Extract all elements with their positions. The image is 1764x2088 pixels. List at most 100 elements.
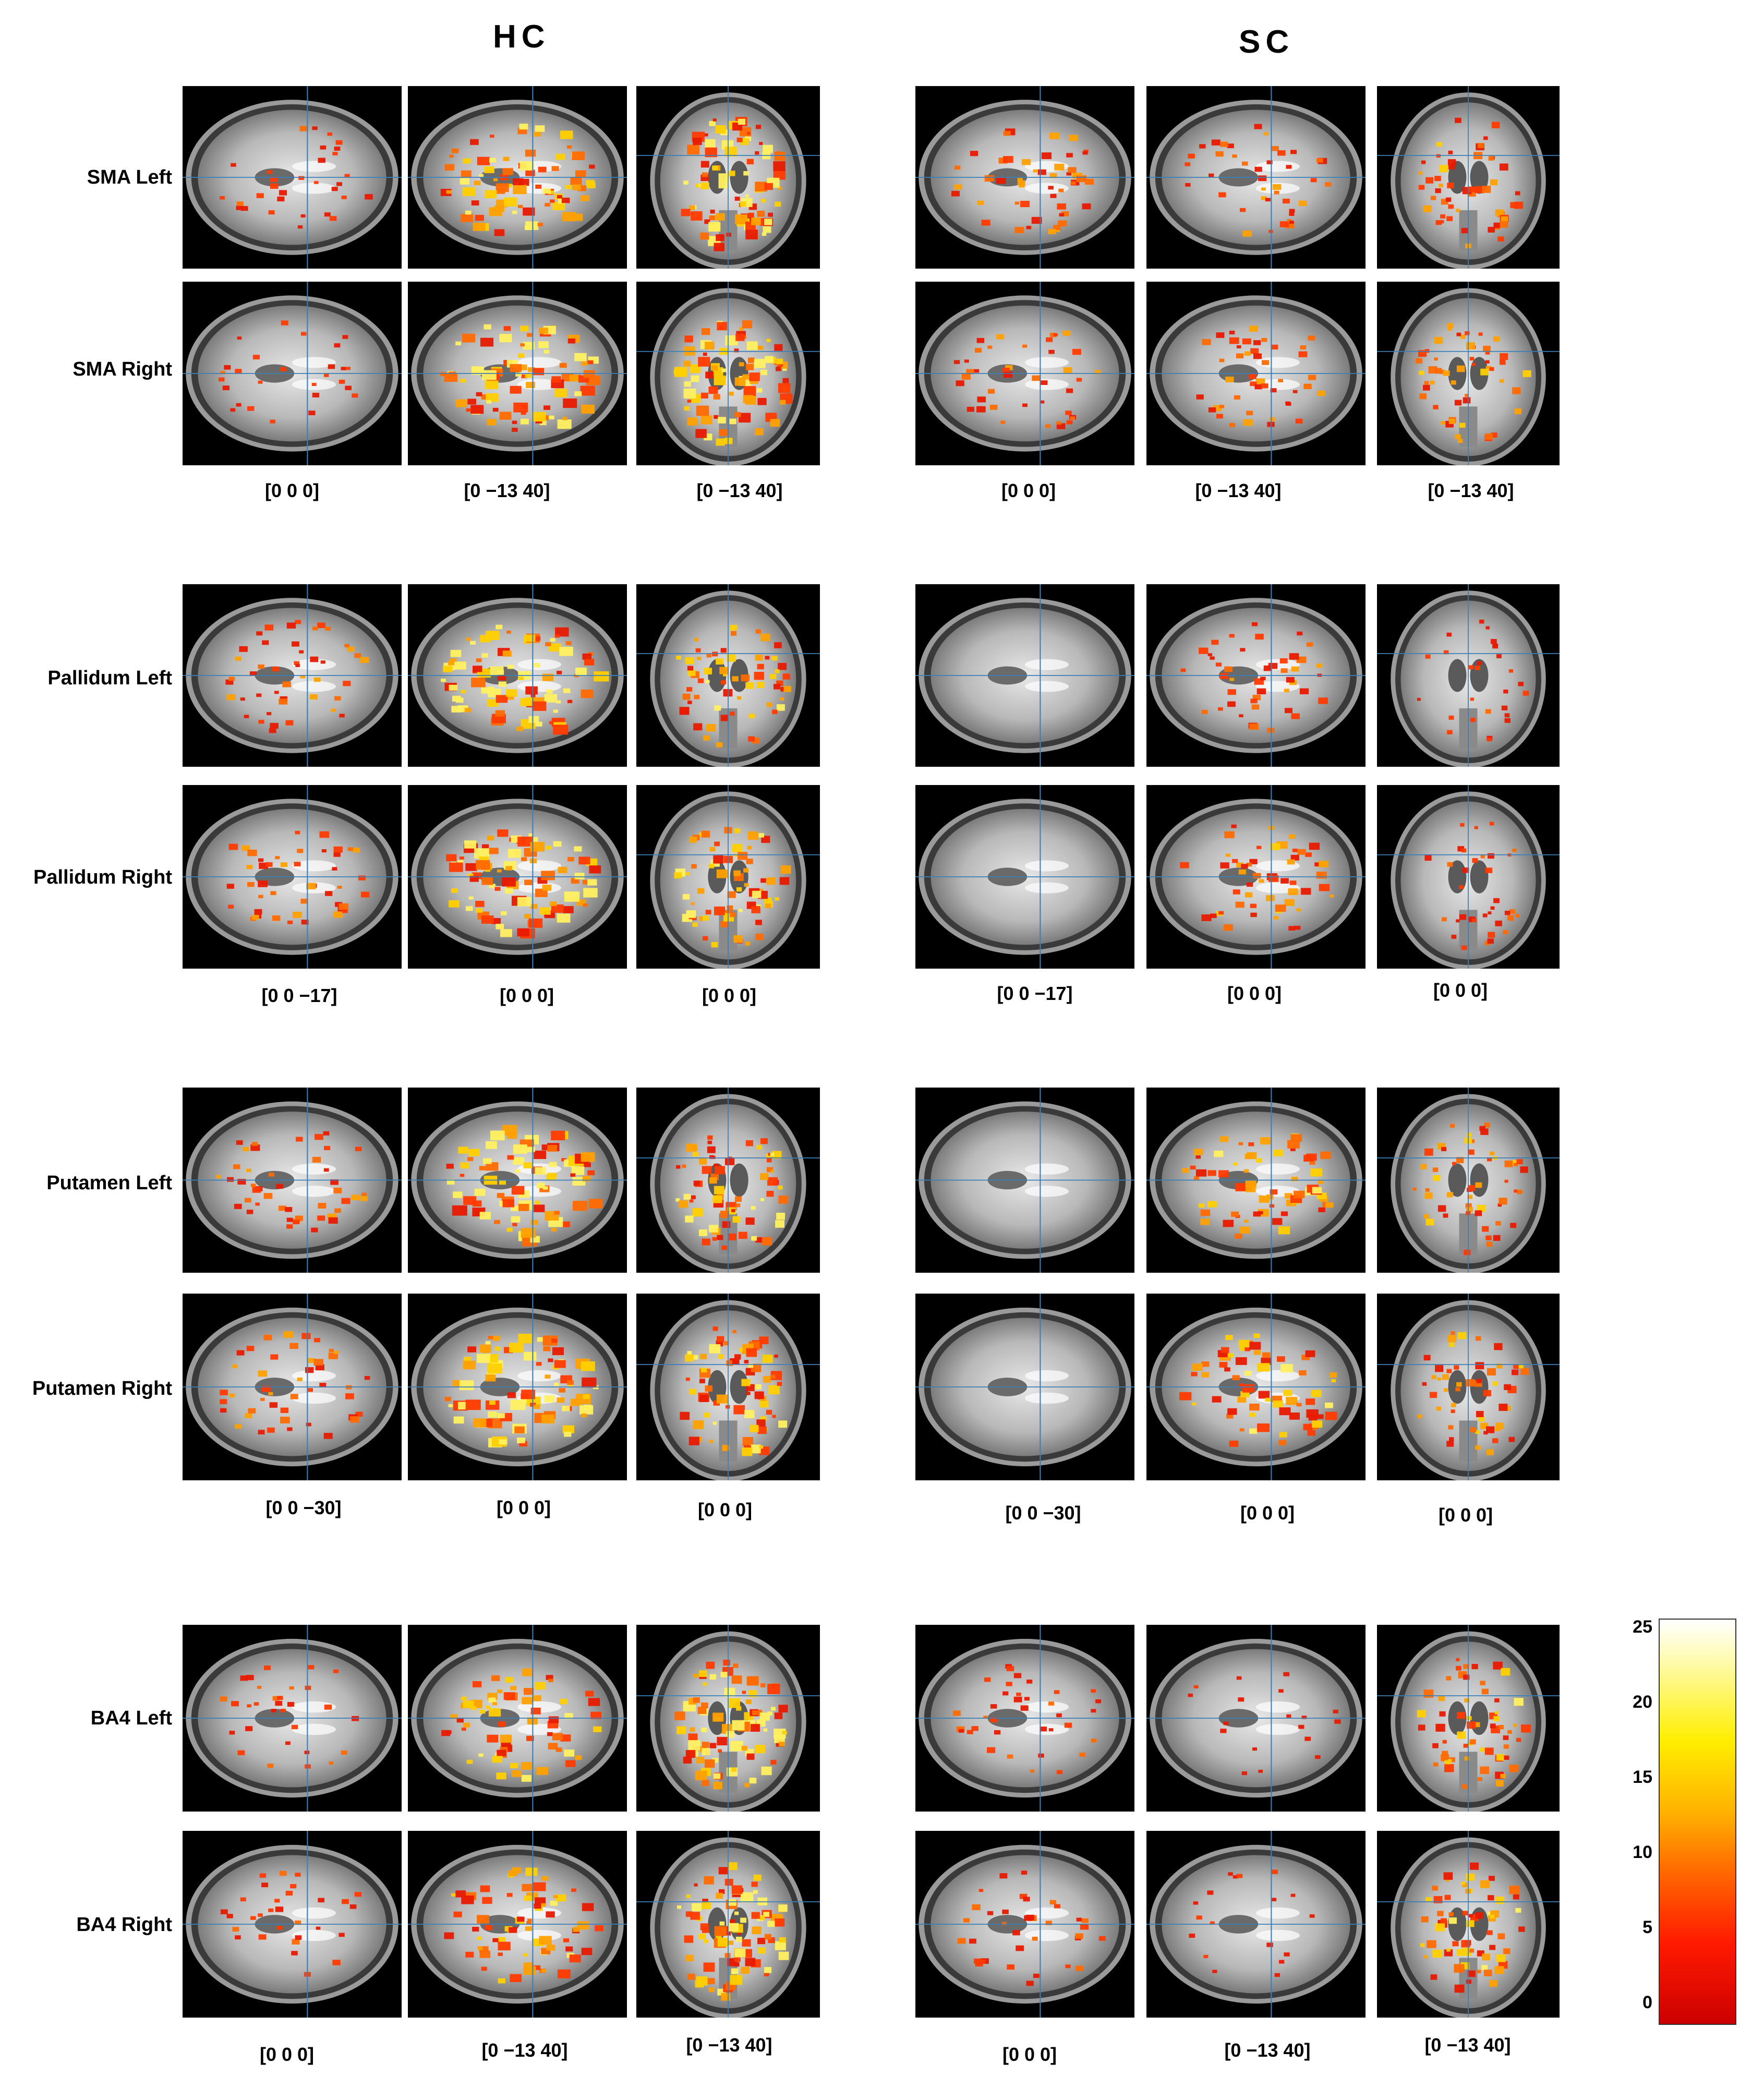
brain-slice-image [183, 282, 402, 465]
brain-slice-image [915, 86, 1134, 269]
axial-brain-slice [915, 86, 1134, 269]
coronal-brain-slice [1377, 584, 1560, 767]
axial-brain-slice [915, 1294, 1134, 1480]
brain-slice-image [636, 86, 820, 269]
coord-label: [0 0 0] [259, 2044, 315, 2065]
coronal-brain-slice [636, 86, 820, 269]
axial-brain-slice [408, 1831, 627, 2018]
colorbar-tick-label: 20 [1633, 1692, 1652, 1712]
axial-brain-slice [1146, 86, 1366, 269]
brain-slice-image [1377, 1294, 1560, 1480]
coord-label: [0 0 0] [496, 1497, 551, 1518]
axial-brain-slice [408, 86, 627, 269]
colorbar [1659, 1619, 1736, 2025]
brain-slice-image [636, 1294, 820, 1480]
coronal-brain-slice [636, 1625, 820, 1812]
coord-label: [0 −13 40] [481, 2039, 568, 2061]
coord-label: [0 0 0] [697, 1499, 753, 1520]
axial-brain-slice [1146, 1088, 1366, 1273]
brain-slice-image [915, 1831, 1134, 2018]
brain-slice-image [183, 1625, 402, 1812]
brain-slice-image [636, 1088, 820, 1273]
coord-label: [0 0 0] [1438, 1504, 1493, 1526]
brain-slice-image [408, 1625, 627, 1812]
row-label-putamen-left: Putamen Left [46, 1172, 172, 1194]
brain-slice-image [915, 785, 1134, 969]
coronal-brain-slice [1377, 785, 1560, 969]
coord-label: [0 −13 40] [1224, 2039, 1311, 2061]
axial-brain-slice [1146, 785, 1366, 969]
brain-slice-image [408, 1294, 627, 1480]
axial-brain-slice [915, 785, 1134, 969]
row-label-sma-left: SMA Left [87, 166, 172, 188]
coord-label: [0 0 0] [499, 985, 554, 1006]
axial-brain-slice [915, 1088, 1134, 1273]
group-header-sc: SC [1239, 24, 1295, 60]
brain-slice-image [915, 1625, 1134, 1812]
axial-brain-slice [183, 785, 402, 969]
axial-brain-slice [408, 282, 627, 465]
colorbar-tick-label: 15 [1633, 1767, 1652, 1787]
row-label-pallidum-right: Pallidum Right [33, 866, 172, 888]
row-label-putamen-right: Putamen Right [32, 1378, 172, 1399]
coord-label: [0 −13 40] [1428, 480, 1514, 501]
brain-slice-image [1146, 86, 1366, 269]
brain-slice-image [1377, 584, 1560, 767]
coord-label: [0 −13 40] [1195, 480, 1282, 501]
brain-slice-image [1377, 86, 1560, 269]
coronal-brain-slice [1377, 1625, 1560, 1812]
axial-brain-slice [408, 584, 627, 767]
brain-slice-image [636, 1625, 820, 1812]
colorbar-tick-label: 10 [1633, 1842, 1652, 1862]
brain-slice-image [915, 282, 1134, 465]
brain-slice-image [1146, 1088, 1366, 1273]
axial-brain-slice [183, 584, 402, 767]
axial-brain-slice [183, 86, 402, 269]
brain-slice-image [1377, 785, 1560, 969]
coord-label: [0 0 0] [264, 480, 320, 501]
coord-label: [0 −13 40] [464, 480, 550, 501]
brain-slice-image [183, 785, 402, 969]
brain-slice-image [408, 1831, 627, 2018]
brain-slice-image [408, 282, 627, 465]
brain-slice-image [408, 785, 627, 969]
coord-label: [0 0 −17] [261, 985, 337, 1006]
row-label-sma-right: SMA Right [73, 358, 172, 380]
brain-slice-image [408, 86, 627, 269]
axial-brain-slice [408, 785, 627, 969]
brain-slice-image [183, 1088, 402, 1273]
axial-brain-slice [915, 282, 1134, 465]
brain-slice-image [636, 584, 820, 767]
row-label-ba4-right: BA4 Right [76, 1914, 172, 1936]
coronal-brain-slice [1377, 1088, 1560, 1273]
coronal-brain-slice [636, 282, 820, 465]
brain-slice-image [1377, 1831, 1560, 2018]
brain-slice-image [1146, 1625, 1366, 1812]
coord-label: [0 −13 40] [1424, 2034, 1511, 2056]
coord-label: [0 −13 40] [686, 2034, 772, 2056]
row-label-pallidum-left: Pallidum Left [47, 667, 172, 689]
coronal-brain-slice [1377, 1831, 1560, 2018]
colorbar-tick-label: 5 [1642, 1917, 1652, 1937]
coord-label: [0 0 0] [1002, 2044, 1057, 2065]
brain-slice-image [915, 584, 1134, 767]
brain-slice-image [636, 785, 820, 969]
brain-slice-image [183, 1831, 402, 2018]
brain-slice-image [408, 584, 627, 767]
axial-brain-slice [408, 1294, 627, 1480]
brain-slice-image [183, 1294, 402, 1480]
axial-brain-slice [183, 282, 402, 465]
brain-slice-image [1146, 1831, 1366, 2018]
axial-brain-slice [1146, 1625, 1366, 1812]
brain-slice-image [1377, 282, 1560, 465]
brain-slice-image [915, 1294, 1134, 1480]
colorbar-tick-label: 0 [1642, 1993, 1652, 2012]
axial-brain-slice [1146, 1294, 1366, 1480]
coronal-brain-slice [636, 1831, 820, 2018]
brain-slice-image [915, 1088, 1134, 1273]
axial-brain-slice [1146, 282, 1366, 465]
axial-brain-slice [408, 1625, 627, 1812]
brain-slice-image [1377, 1088, 1560, 1273]
brain-slice-image [183, 584, 402, 767]
coord-label: [0 0 0] [1001, 480, 1056, 501]
